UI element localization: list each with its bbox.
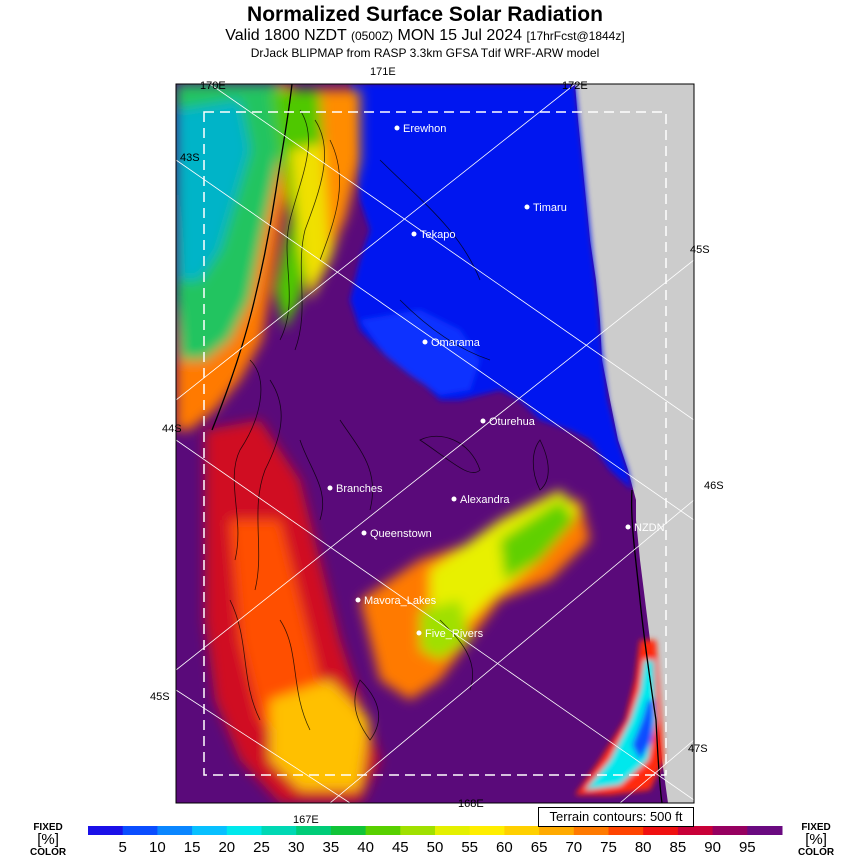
town-label: Queenstown — [370, 528, 432, 540]
town-dot — [394, 125, 400, 131]
forecast-label: [17hrFcst@1844z] — [526, 29, 625, 43]
unit-label: [%] — [805, 831, 827, 848]
legend-swatch — [226, 826, 262, 835]
town-label: Alexandra — [460, 494, 510, 506]
valid-label: Valid 1800 NZDT — [225, 27, 347, 44]
legend-tick-label: 60 — [496, 839, 513, 856]
legend-swatch — [712, 826, 748, 835]
town-dot — [625, 524, 631, 530]
map-title: Normalized Surface Solar Radiation — [247, 3, 603, 26]
legend-swatch — [261, 826, 297, 835]
legend-colorbar — [88, 826, 783, 835]
lon-label: 171E — [370, 66, 396, 78]
legend-tick-label: 45 — [392, 839, 409, 856]
town-markers: Erewhon Timaru Tekapo Omarama Oturehua B… — [327, 123, 665, 640]
lon-label: 168E — [458, 798, 484, 810]
terrain-note: Terrain contours: 500 ft — [538, 807, 694, 827]
town-dot — [422, 339, 428, 345]
legend-swatch — [365, 826, 401, 835]
legend-swatch — [192, 826, 228, 835]
town-dot — [411, 231, 417, 237]
town-label: Five_Rivers — [425, 628, 484, 640]
domain-boundary — [203, 111, 667, 776]
legend-label-left: FIXED [%] COLOR — [30, 822, 66, 858]
legend-swatch — [504, 826, 540, 835]
town-label: Mavora_Lakes — [364, 595, 437, 607]
legend-tick-label: 20 — [218, 839, 235, 856]
lon-label: 170E — [200, 80, 226, 92]
legend-swatch — [435, 826, 471, 835]
lat-label: 43S — [180, 152, 200, 164]
legend-tick-label: 90 — [704, 839, 721, 856]
town-label: Tekapo — [420, 229, 455, 241]
fixed-label: FIXED — [801, 822, 831, 833]
legend-tick-label: 50 — [427, 839, 444, 856]
lon-label: 172E — [562, 80, 588, 92]
utc-label: (0500Z) — [351, 29, 394, 43]
legend-tick-label: 25 — [253, 839, 270, 856]
legend-label-right: FIXED [%] COLOR — [798, 822, 834, 858]
date-label: MON 15 Jul 2024 — [397, 27, 522, 44]
town-dot — [416, 630, 422, 636]
legend-swatch — [400, 826, 436, 835]
legend-swatch — [608, 826, 644, 835]
legend-swatch — [747, 826, 783, 835]
legend-tick-label: 75 — [600, 839, 617, 856]
lat-label: 45S — [690, 244, 710, 256]
legend-tick-label: 95 — [739, 839, 756, 856]
town-label: Timaru — [533, 202, 567, 214]
town-dot — [480, 418, 486, 424]
valid-time: Valid 1800 NZDT (0500Z) MON 15 Jul 2024 … — [0, 27, 850, 45]
legend-tick-label: 30 — [288, 839, 305, 856]
legend-swatch — [643, 826, 679, 835]
lat-label: 46S — [704, 480, 724, 492]
lon-label: 167E — [293, 814, 319, 826]
legend-ticks: 5 10 15 20 25 30 35 40 45 50 55 60 65 70 75 80 85 90 95 — [119, 839, 756, 856]
legend-swatch — [539, 826, 575, 835]
legend-tick-label: 80 — [635, 839, 652, 856]
legend-tick-label: 10 — [149, 839, 166, 856]
radiation-field — [176, 84, 694, 803]
town-dot — [524, 204, 530, 210]
legend-swatch — [122, 826, 158, 835]
color-label: COLOR — [798, 847, 835, 858]
model-description: DrJack BLIPMAP from RASP 3.3km GFSA Tdif… — [250, 46, 600, 60]
town-label: Erewhon — [403, 123, 446, 135]
legend-swatch — [296, 826, 332, 835]
legend-tick-label: 65 — [531, 839, 548, 856]
legend-swatch — [157, 826, 193, 835]
town-label: Branches — [336, 483, 383, 495]
lat-label: 45S — [150, 691, 170, 703]
lat-label: 47S — [688, 743, 708, 755]
town-dot — [355, 597, 361, 603]
legend-tick-label: 70 — [565, 839, 582, 856]
unit-label: [%] — [37, 831, 59, 848]
legend-swatch — [677, 826, 714, 835]
fixed-label: FIXED — [33, 822, 63, 833]
legend-swatch — [88, 826, 124, 835]
town-label: NZDN — [634, 522, 665, 534]
legend-tick-label: 55 — [461, 839, 478, 856]
legend-tick-label: 35 — [323, 839, 340, 856]
legend-swatch — [573, 826, 609, 835]
map-border — [175, 83, 695, 804]
town-dot — [327, 485, 333, 491]
legend-tick-label: 40 — [357, 839, 374, 856]
town-dot — [451, 496, 457, 502]
color-label: COLOR — [30, 847, 67, 858]
legend-swatch — [469, 826, 505, 835]
legend-tick-label: 85 — [670, 839, 687, 856]
town-label: Omarama — [431, 337, 481, 349]
legend-tick-label: 5 — [119, 839, 127, 856]
town-dot — [361, 530, 367, 536]
legend-tick-label: 15 — [184, 839, 201, 856]
legend-swatch — [330, 826, 367, 835]
town-label: Oturehua — [489, 416, 536, 428]
lat-label: 44S — [162, 423, 182, 435]
